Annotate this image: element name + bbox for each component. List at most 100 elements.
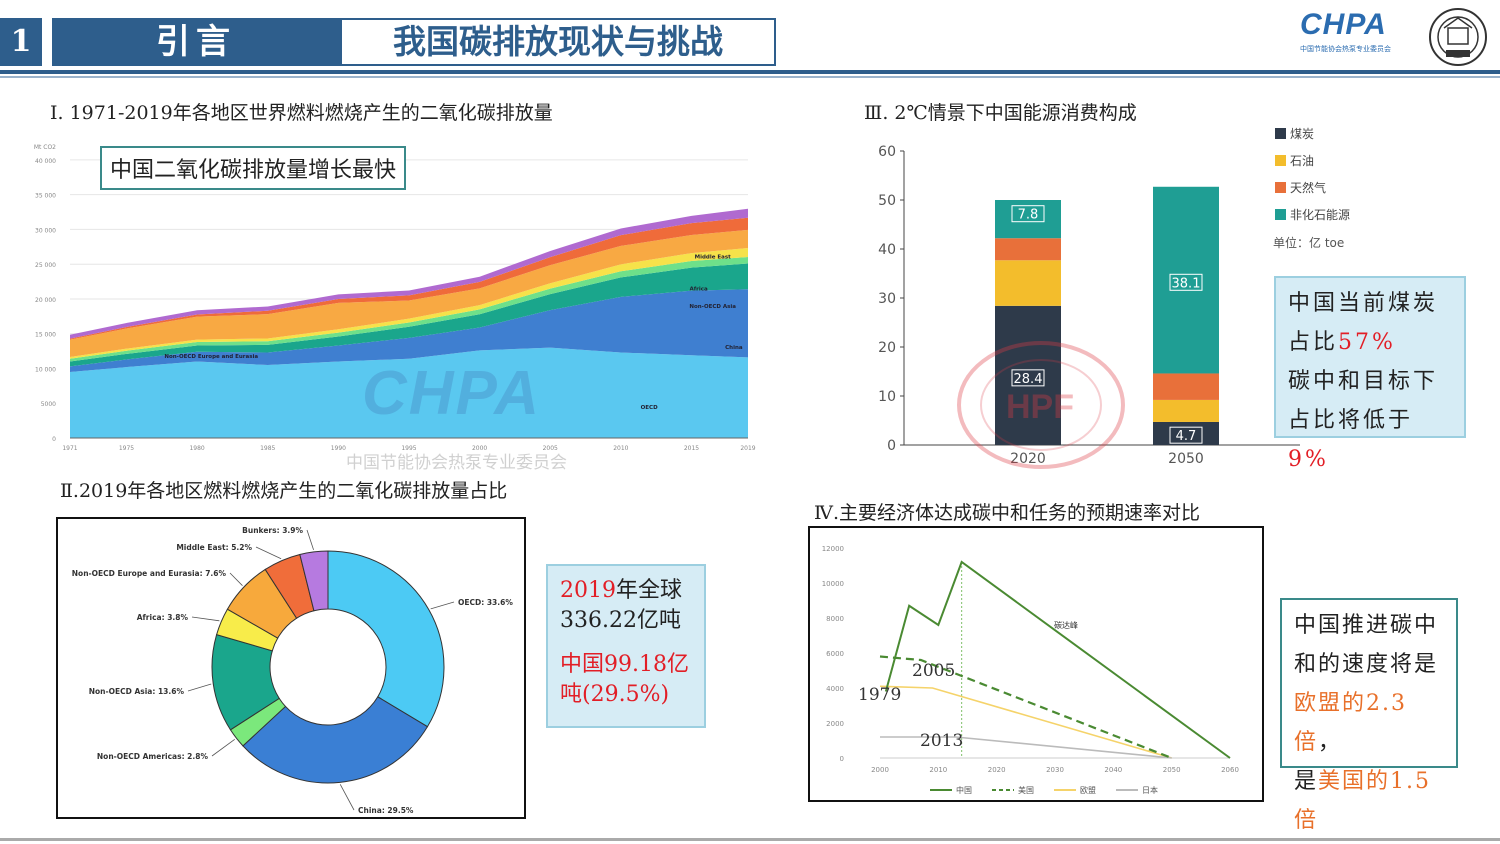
- bar-ytick: 30: [878, 291, 896, 307]
- donut-slice-bunkers: [299, 550, 329, 612]
- area-series-africa: [70, 247, 748, 359]
- watermark-logo: CHPA: [362, 359, 542, 428]
- note4-line1: 中国推进碳中: [1294, 613, 1439, 638]
- bar-legend-label: 煤炭: [1290, 127, 1314, 141]
- area-xtick: 1990: [331, 445, 346, 452]
- bar-segment-2020: [995, 260, 1061, 306]
- emissions-donut-chart: OECD: 33.6% China: 29.5% Non-OECD Americas…: [72, 526, 514, 815]
- note4-eu-rate: 欧盟的2.3倍: [1294, 691, 1407, 755]
- area-series-label: OECD: [641, 405, 658, 411]
- panel3-note: 中国当前煤炭 占比57% 碳中和目标下 占比将低于 9%: [1274, 276, 1466, 472]
- line-legend-label: 欧盟: [1080, 785, 1096, 795]
- note4-comma: ，: [1318, 730, 1343, 755]
- bar-legend-label: 天然气: [1290, 180, 1326, 195]
- area-xtick: 1971: [62, 445, 77, 452]
- line-series-usa: [879, 655, 1173, 760]
- line-ytick: 6000: [826, 650, 844, 658]
- note2-global-value: 336.22亿吨: [560, 608, 681, 633]
- logo-subtitle: 中国节能协会热泵专业委员会: [1300, 45, 1391, 53]
- area-series-label: Non-OECD Asia: [689, 304, 736, 310]
- area-series-non-oecd-europe-and-eurasia: [70, 229, 748, 358]
- bar-ytick: 0: [887, 438, 896, 454]
- bar-legend-label: 石油: [1290, 154, 1314, 168]
- bar-data-label-box: [1011, 369, 1045, 387]
- area-series-oecd: [70, 347, 748, 438]
- donut-leader-line: [187, 683, 212, 692]
- line-annotation: 1979: [858, 685, 901, 705]
- area-ytick: 20 000: [35, 297, 56, 304]
- line-legend-label: 日本: [1142, 785, 1158, 795]
- area-xtick: 2000: [472, 445, 487, 452]
- donut-label: China: 29.5%: [358, 806, 414, 815]
- line-xtick: 2010: [929, 766, 947, 774]
- logo-text: CHPA: [1300, 8, 1387, 41]
- note3-line1: 中国当前煤炭: [1288, 291, 1439, 316]
- header-divider: [0, 70, 1500, 74]
- energy-mix-bar-chart: 0 10 20 30 40 50 60 2020 2050 7.8 28.4 38.1 4.7 煤炭石油天…: [878, 127, 1350, 467]
- bar-ytick: 60: [878, 144, 896, 160]
- line-xtick: 2040: [1104, 766, 1122, 774]
- area-ytick: 35 000: [35, 193, 56, 200]
- area-ytick: 5000: [41, 401, 56, 408]
- note4-line2: 和的速度将是: [1294, 652, 1439, 677]
- bar-data-label-box: [1169, 426, 1203, 444]
- line-ytick: 2000: [826, 720, 844, 728]
- bar-data-label: 38.1: [1172, 276, 1201, 291]
- area-ytick: 10 000: [35, 366, 56, 373]
- donut-leader-line: [306, 529, 314, 551]
- bar-legend-swatch: [1275, 128, 1286, 139]
- area-xtick: 1995: [401, 445, 416, 452]
- note4-us-rate: 美国的1.5倍: [1294, 769, 1432, 833]
- area-xtick: 2019: [740, 445, 755, 452]
- panel4-note: 中国推进碳中 和的速度将是 欧盟的2.3倍， 是美国的1.5倍: [1280, 598, 1458, 833]
- area-xtick: 2015: [684, 445, 699, 452]
- line-ytick: 8000: [826, 615, 844, 623]
- line-series-japan: [880, 736, 1172, 759]
- area-ytick: 15 000: [35, 332, 56, 339]
- section-number: 1: [0, 18, 42, 66]
- donut-slice-oecd: [327, 550, 445, 728]
- donut-label: Non-OECD Asia: 13.6%: [89, 687, 185, 696]
- bar-segment-2020: [995, 200, 1061, 239]
- bar-legend-swatch: [1275, 209, 1286, 220]
- panel1-callout: 中国二氧化碳排放量增长最快: [100, 146, 407, 190]
- page-title: 我国碳排放现状与挑战: [340, 18, 776, 66]
- bar-unit-label: 单位：亿 toe: [1273, 235, 1344, 250]
- bar-category-label: 2020: [1010, 451, 1046, 467]
- line-chart-frame: 0 2000 4000 6000 8000 10000 12000 2000 2010 2020 2…: [808, 526, 1264, 802]
- line-legend-label: 美国: [1018, 785, 1034, 795]
- area-ytick: Mt CO2: [34, 144, 56, 151]
- note2-china-share: (29.5%): [582, 682, 670, 707]
- note3-line3: 碳中和目标下: [1288, 369, 1439, 394]
- area-ytick: 0: [52, 436, 56, 443]
- donut-leader-line: [191, 616, 220, 622]
- bar-segment-2050: [1153, 399, 1219, 422]
- note3-future-share: 9%: [1288, 447, 1329, 472]
- bar-segment-2050: [1153, 186, 1219, 374]
- area-series-non-oecd-americas: [70, 257, 748, 362]
- donut-leader-line: [255, 546, 282, 560]
- area-xtick: 1975: [119, 445, 134, 452]
- line-xtick: 2060: [1221, 766, 1239, 774]
- bar-data-label: 4.7: [1176, 429, 1197, 444]
- donut-label: Middle East: 5.2%: [176, 543, 252, 552]
- line-xtick: 2030: [1046, 766, 1064, 774]
- bar-legend-swatch: [1275, 155, 1286, 166]
- watermark-subtitle: 中国节能协会热泵专业委员会: [346, 453, 567, 473]
- area-ytick: 40 000: [35, 158, 56, 165]
- donut-leader-line: [211, 739, 235, 757]
- note2-year: 2019: [560, 578, 616, 603]
- bar-segment-2050: [1153, 373, 1219, 400]
- note4-is: 是: [1294, 769, 1319, 794]
- line-ytick: 10000: [822, 580, 844, 588]
- section-label: 引言: [52, 18, 340, 66]
- stamp-text: HPF: [1006, 388, 1074, 426]
- university-emblem-icon: [1429, 8, 1487, 66]
- line-series-eu: [879, 685, 1172, 759]
- panel3-title: Ⅲ. 2℃情景下中国能源消费构成: [864, 102, 1137, 124]
- panel1-title: Ⅰ. 1971-2019年各地区世界燃料燃烧产生的二氧化碳排放量: [50, 102, 553, 124]
- area-xtick: 2005: [543, 445, 558, 452]
- donut-slice-china: [242, 696, 429, 784]
- stamp-icon: [957, 341, 1125, 469]
- bar-data-label-box: [1011, 205, 1045, 223]
